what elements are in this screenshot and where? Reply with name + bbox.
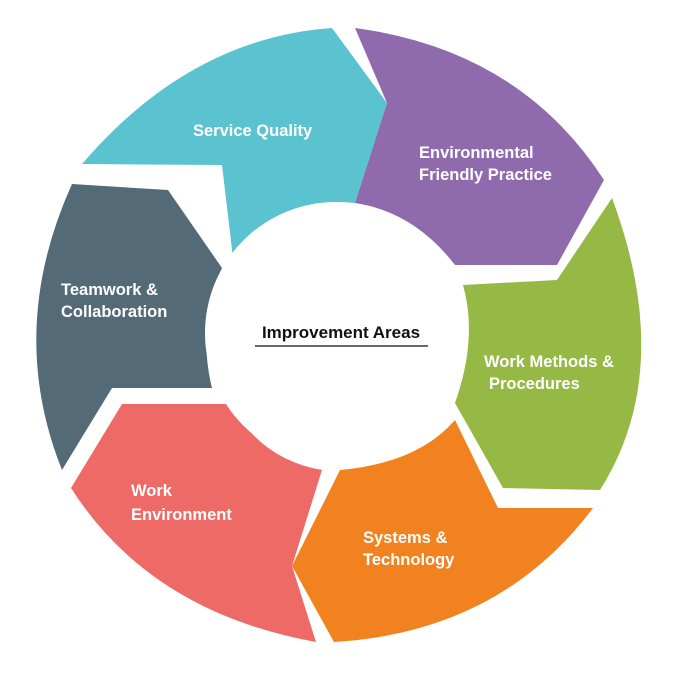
label-teamwork-collaboration: Teamwork & Collaboration bbox=[61, 281, 167, 321]
center-title: Improvement Areas bbox=[262, 323, 420, 342]
segment-work-methods-procedures bbox=[455, 198, 642, 490]
segment-systems-technology bbox=[292, 420, 593, 642]
center-circle bbox=[205, 202, 467, 464]
segment-work-environment bbox=[71, 404, 322, 642]
segment-service-quality bbox=[82, 28, 387, 258]
label-work-environment: Work Environment bbox=[131, 482, 232, 524]
label-service-quality: Service Quality bbox=[193, 122, 313, 140]
label-environmental-friendly-practice: Environmental Friendly Practice bbox=[419, 144, 552, 184]
label-work-methods-procedures: Work Methods & Procedures bbox=[484, 353, 618, 393]
segment-teamwork-collaboration bbox=[36, 184, 223, 470]
label-systems-technology: Systems & Technology bbox=[363, 529, 455, 569]
segment-environmental-friendly-practice bbox=[355, 28, 604, 265]
